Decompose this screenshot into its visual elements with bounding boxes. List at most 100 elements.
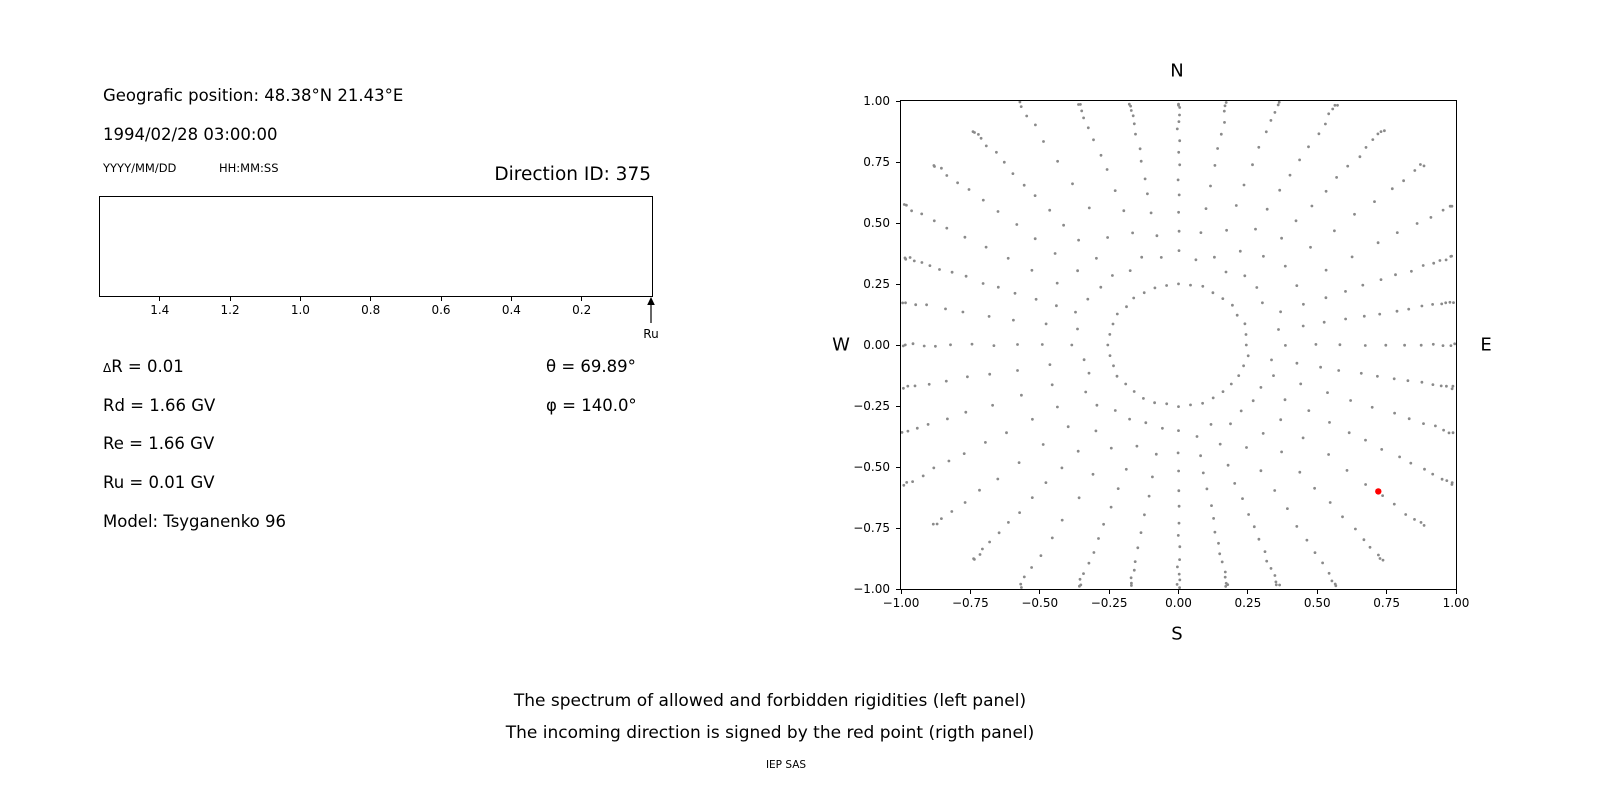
grid-dot (932, 219, 936, 223)
grid-dot (1373, 200, 1376, 203)
compass-west-label: W (832, 334, 850, 356)
grid-dot (1309, 245, 1312, 249)
grid-dot (1116, 487, 1120, 490)
grid-dot (928, 264, 932, 267)
grid-dot (1102, 522, 1105, 526)
grid-dot (1159, 256, 1163, 259)
grid-dot (1224, 270, 1228, 274)
grid-dot (1301, 324, 1305, 328)
grid-dot (1264, 130, 1268, 134)
grid-dot (1105, 168, 1109, 171)
y-tick-mark (896, 161, 900, 163)
x-tick-label: −0.25 (1090, 596, 1128, 610)
grid-dot (1030, 496, 1034, 499)
grid-dot (1295, 525, 1299, 528)
grid-dot (1087, 561, 1091, 565)
grid-dot (1328, 421, 1331, 424)
grid-dot (967, 188, 971, 191)
grid-dot (1450, 254, 1453, 258)
grid-dot (1139, 531, 1143, 534)
grid-dot (1410, 269, 1413, 273)
grid-dot (934, 344, 937, 348)
grid-dot (1362, 538, 1366, 542)
grid-dot (1011, 172, 1015, 175)
grid-dot (1448, 300, 1452, 304)
grid-dot (1445, 384, 1448, 388)
grid-dot (1337, 369, 1341, 372)
grid-dot (1060, 518, 1064, 522)
grid-dot (1109, 446, 1113, 450)
grid-dot (1313, 551, 1317, 554)
grid-dot (1144, 421, 1148, 425)
parameter-text: Ru = 0.01 GV (103, 473, 215, 493)
grid-dot (1322, 320, 1326, 324)
grid-dot (1344, 290, 1347, 293)
grid-dot (1261, 301, 1264, 305)
grid-dot (1259, 386, 1263, 389)
grid-dot (1201, 471, 1205, 475)
grid-dot (1244, 343, 1248, 347)
grid-dot (911, 480, 914, 483)
grid-dot (1354, 527, 1357, 531)
grid-dot (1245, 446, 1248, 449)
grid-dot (1082, 572, 1085, 575)
grid-dot (1444, 258, 1448, 262)
grid-dot (1018, 101, 1022, 104)
parameter-text: Re = 1.66 GV (103, 434, 215, 454)
grid-dot (1431, 472, 1435, 476)
grid-dot (966, 375, 969, 379)
grid-dot (1359, 371, 1363, 375)
grid-dot (1451, 431, 1455, 435)
grid-dot (1314, 343, 1318, 346)
caption-line-1: The spectrum of allowed and forbidden ri… (513, 691, 1027, 711)
grid-dot (1283, 264, 1287, 268)
grid-dot (908, 256, 912, 259)
grid-dot (1066, 425, 1070, 429)
grid-dot (1178, 545, 1182, 549)
grid-dot (1177, 150, 1181, 154)
grid-dot (1077, 496, 1081, 500)
grid-dot (1251, 163, 1254, 167)
grid-dot (987, 315, 991, 318)
grid-dot (1307, 409, 1311, 412)
grid-dot (1261, 432, 1265, 435)
grid-dot (927, 382, 931, 386)
grid-dot (1177, 193, 1181, 197)
grid-dot (1130, 584, 1133, 587)
grid-dot (981, 198, 985, 202)
grid-dot (1177, 229, 1181, 233)
grid-dot (1082, 358, 1086, 362)
grid-dot (1330, 579, 1334, 583)
grid-dot (1381, 494, 1384, 497)
grid-dot (1324, 268, 1328, 272)
grid-dot (1056, 159, 1059, 163)
grid-dot (1025, 114, 1029, 118)
grid-dot (1112, 364, 1115, 368)
grid-dot (1153, 401, 1156, 405)
x-tick-label: 0.25 (1234, 596, 1262, 610)
grid-dot (1175, 583, 1179, 586)
grid-dot (1135, 444, 1139, 448)
grid-dot (1319, 365, 1322, 369)
grid-dot (1161, 426, 1164, 430)
grid-dot (932, 466, 936, 470)
grid-dot (1452, 301, 1455, 304)
grid-dot (1379, 278, 1383, 281)
grid-dot (1420, 304, 1424, 308)
grid-dot (1349, 399, 1352, 402)
grid-dot (963, 501, 967, 504)
grid-dot (1407, 307, 1411, 311)
grid-dot (1224, 585, 1228, 588)
grid-dot (1361, 283, 1365, 287)
grid-dot (1278, 583, 1281, 587)
grid-dot (1132, 568, 1136, 572)
grid-dot (1074, 310, 1077, 314)
grid-dot (1055, 304, 1058, 308)
date-format-label: YYYY/MM/DD (103, 161, 177, 175)
grid-dot (1423, 467, 1426, 471)
spectrum-tick-mark (370, 297, 372, 301)
direction-plot-axes: −1.00 −0.75 −0.50 −0.25 0.00 0.25 0.50 0.75 1.00… (853, 94, 1469, 610)
grid-dot (1199, 454, 1202, 458)
grid-dot (1419, 343, 1423, 347)
grid-dot (1451, 384, 1455, 388)
